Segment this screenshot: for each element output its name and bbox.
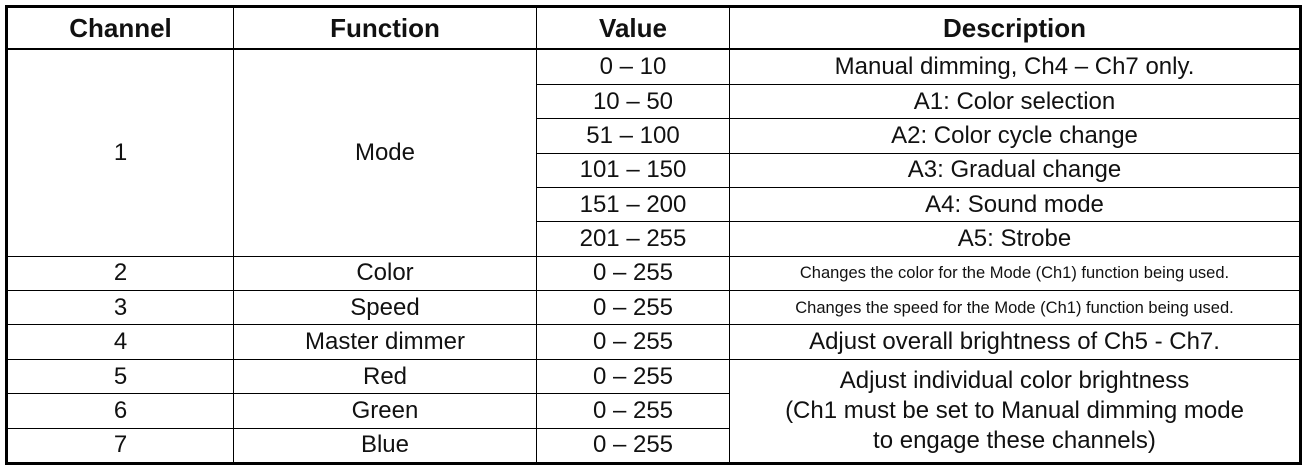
value-cell: 0 – 10 <box>536 48 730 85</box>
channel-cell: 3 <box>6 290 234 326</box>
value-cell: 10 – 50 <box>536 83 730 120</box>
row: 10 – 50 A1: Color selection <box>7 83 1301 120</box>
channel-cell: 1 <box>6 48 234 257</box>
value-cell: 0 – 255 <box>536 393 730 429</box>
description-cell: Changes the color for the Mode (Ch1) fun… <box>729 255 1301 292</box>
description-cell: Manual dimming, Ch4 – Ch7 only. <box>729 48 1301 85</box>
row: 7 Blue 0 – 255 <box>6 427 1301 465</box>
channel-cell: 5 <box>6 358 234 395</box>
description-cell: A4: Sound mode <box>729 186 1301 223</box>
header-cell: Channel <box>6 6 234 51</box>
function-cell: Green <box>233 393 537 429</box>
description-cell: A5: Strobe <box>729 221 1301 257</box>
function-cell: Blue <box>233 427 537 465</box>
row: 3 Speed 0 – 255 Changes the speed for th… <box>6 290 1301 326</box>
function-cell: Speed <box>233 290 537 326</box>
row: 1 Mode 0 – 10 Manual dimming, Ch4 – Ch7 … <box>6 48 1301 257</box>
value-cell: 101 – 150 <box>536 152 730 188</box>
row: 4 Master dimmer 0 – 255 Adjust overall b… <box>6 324 1301 360</box>
row: 2 Color 0 – 255 Changes the color for th… <box>6 255 1301 292</box>
channel-cell: 6 <box>6 393 234 429</box>
description-line: to engage these channels) <box>873 426 1156 454</box>
header-row: Channel Function Value Description <box>6 6 1301 51</box>
header-cell: Description <box>729 6 1301 51</box>
description-cell: Adjust individual color brightness (Ch1 … <box>729 358 1301 465</box>
value-cell: 201 – 255 <box>536 221 730 257</box>
description-line: (Ch1 must be set to Manual dimming mode <box>785 396 1244 424</box>
row: 101 – 150 A3: Gradual change <box>7 152 1301 188</box>
value-cell: 51 – 100 <box>536 118 730 154</box>
row: 201 – 255 A5: Strobe <box>7 221 1301 257</box>
description-line: Adjust individual color brightness <box>839 366 1190 394</box>
description-cell: Adjust overall brightness of Ch5 - Ch7. <box>729 324 1301 360</box>
description-cell: A1: Color selection <box>729 83 1301 120</box>
channel-cell: 2 <box>6 255 234 292</box>
channel-cell: 7 <box>6 427 234 465</box>
function-cell: Color <box>233 255 537 292</box>
dmx-table: Channel Function Value Description 1 Mod… <box>5 5 1302 465</box>
description-cell: A2: Color cycle change <box>729 118 1301 154</box>
value-cell: 0 – 255 <box>536 324 730 360</box>
value-cell: 0 – 255 <box>536 255 730 292</box>
function-cell: Mode <box>233 48 537 257</box>
description-cell: A3: Gradual change <box>729 152 1301 188</box>
value-cell: 0 – 255 <box>536 358 730 395</box>
value-cell: 0 – 255 <box>536 427 730 465</box>
row: 5 Red 0 – 255 Adjust individual color br… <box>6 358 1301 465</box>
header-cell: Function <box>233 6 537 51</box>
function-cell: Master dimmer <box>233 324 537 360</box>
value-cell: 151 – 200 <box>536 186 730 223</box>
description-cell: Changes the speed for the Mode (Ch1) fun… <box>729 290 1301 326</box>
value-cell: 0 – 255 <box>536 290 730 326</box>
function-cell: Red <box>233 358 537 395</box>
channel-cell: 4 <box>6 324 234 360</box>
header-cell: Value <box>536 6 730 51</box>
